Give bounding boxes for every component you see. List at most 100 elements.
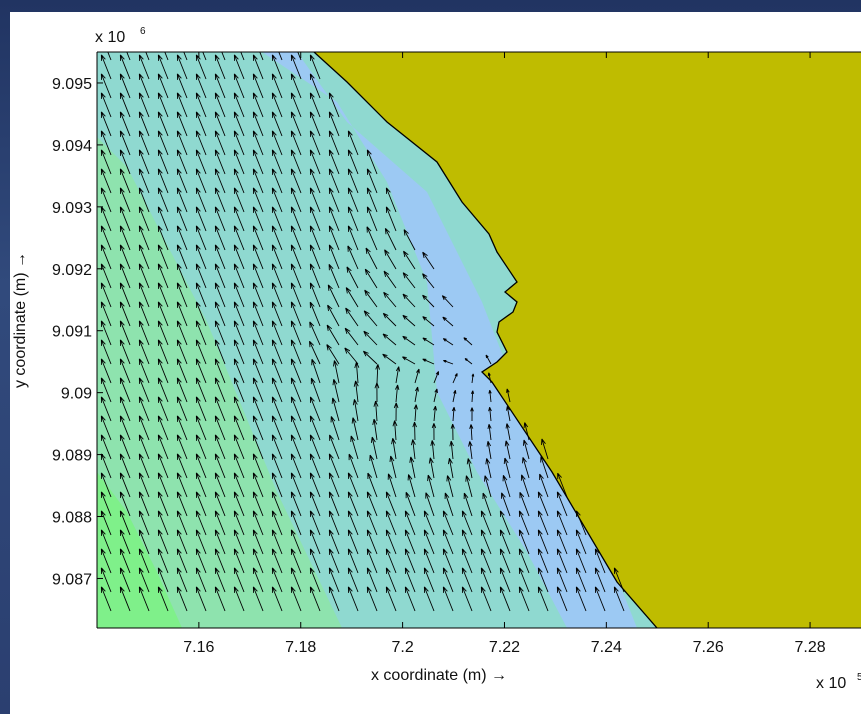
velocity-arrow — [309, 567, 321, 593]
x-tick-label: 7.26 — [693, 639, 724, 656]
velocity-arrow — [252, 263, 264, 289]
velocity-arrow — [176, 301, 188, 327]
velocity-arrow — [138, 206, 150, 232]
velocity-arrow — [138, 510, 150, 536]
velocity-arrow — [346, 266, 359, 289]
velocity-arrow — [363, 330, 378, 346]
velocity-arrow — [391, 438, 397, 460]
velocity-arrow — [412, 421, 417, 441]
velocity-arrow — [176, 206, 188, 232]
velocity-arrow — [347, 168, 359, 194]
velocity-arrow — [176, 453, 188, 479]
velocity-arrow — [422, 316, 435, 327]
velocity-arrow — [332, 379, 340, 403]
velocity-arrow — [157, 567, 169, 593]
velocity-arrow — [556, 529, 568, 555]
velocity-arrow — [214, 206, 226, 232]
velocity-arrow — [214, 586, 226, 612]
velocity-arrow — [100, 339, 112, 365]
velocity-arrow — [233, 168, 245, 194]
velocity-arrow — [100, 130, 112, 156]
velocity-arrow — [176, 168, 188, 194]
velocity-arrow — [252, 225, 264, 251]
velocity-arrow — [427, 474, 435, 498]
velocity-arrow — [329, 434, 340, 460]
velocity-arrow — [271, 187, 283, 213]
velocity-arrow — [119, 244, 131, 270]
velocity-arrow — [100, 491, 112, 517]
velocity-arrow — [330, 416, 340, 441]
velocity-arrow — [138, 92, 150, 118]
velocity-arrow — [233, 396, 245, 422]
velocity-arrow — [195, 263, 207, 289]
velocity-arrow — [557, 472, 568, 498]
region-mid-depth — [97, 137, 342, 628]
velocity-arrow — [309, 225, 321, 251]
velocity-arrow — [537, 548, 549, 574]
velocity-arrow — [414, 368, 420, 384]
velocity-arrow — [404, 529, 416, 555]
velocity-arrow — [233, 225, 245, 251]
velocity-arrow — [290, 206, 302, 232]
x-tick-label: 7.24 — [591, 639, 622, 656]
velocity-arrow — [518, 586, 530, 612]
velocity-arrow — [328, 92, 340, 118]
velocity-arrow — [347, 206, 359, 232]
velocity-arrow — [214, 472, 226, 498]
velocity-arrow — [501, 492, 511, 517]
velocity-arrow — [575, 586, 587, 612]
velocity-arrow — [138, 377, 150, 403]
y-tick-label: 9.093 — [52, 200, 92, 217]
velocity-arrow — [518, 510, 530, 536]
velocity-arrow — [214, 396, 226, 422]
velocity-arrow — [464, 358, 473, 365]
velocity-arrow — [309, 529, 321, 555]
velocity-arrow — [252, 73, 264, 99]
velocity-arrow — [233, 548, 245, 574]
velocity-arrow — [328, 263, 340, 289]
velocity-arrow — [447, 457, 454, 479]
velocity-arrow — [433, 371, 439, 384]
velocity-arrow — [138, 111, 150, 137]
velocity-arrow — [138, 168, 150, 194]
velocity-arrow — [100, 586, 112, 612]
y-tick-label: 9.092 — [52, 262, 92, 279]
velocity-arrow — [394, 384, 400, 403]
velocity-arrow — [290, 187, 302, 213]
velocity-arrow — [422, 358, 435, 365]
velocity-arrow — [413, 404, 418, 422]
velocity-arrow — [138, 320, 150, 346]
velocity-arrow — [503, 457, 511, 479]
y-tick-label: 9.095 — [52, 76, 92, 93]
velocity-arrow — [480, 548, 492, 574]
velocity-arrow — [100, 168, 112, 194]
velocity-arrow — [138, 358, 150, 384]
velocity-arrow — [290, 263, 302, 289]
velocity-arrow — [195, 567, 207, 593]
velocity-arrow — [537, 510, 549, 536]
velocity-arrow — [214, 244, 226, 270]
velocity-arrow — [138, 453, 150, 479]
velocity-arrow — [195, 206, 207, 232]
velocity-arrow — [157, 111, 169, 137]
velocity-arrow — [195, 491, 207, 517]
velocity-arrow — [290, 586, 302, 612]
velocity-arrow — [480, 529, 492, 555]
velocity-arrow — [363, 350, 378, 365]
velocity-arrow — [499, 510, 511, 536]
velocity-arrow — [138, 415, 150, 441]
velocity-arrow — [506, 406, 511, 422]
velocity-arrow — [402, 272, 416, 289]
velocity-arrow — [422, 337, 435, 346]
velocity-arrow — [309, 548, 321, 574]
velocity-arrow — [138, 130, 150, 156]
velocity-arrow — [233, 130, 245, 156]
velocity-arrow — [328, 453, 340, 479]
velocity-arrow — [442, 510, 454, 536]
velocity-arrow — [252, 130, 264, 156]
velocity-arrow — [442, 548, 454, 574]
velocity-arrow — [271, 206, 283, 232]
velocity-arrow — [290, 149, 302, 175]
velocity-arrow — [271, 54, 283, 80]
velocity-arrow — [176, 586, 188, 612]
